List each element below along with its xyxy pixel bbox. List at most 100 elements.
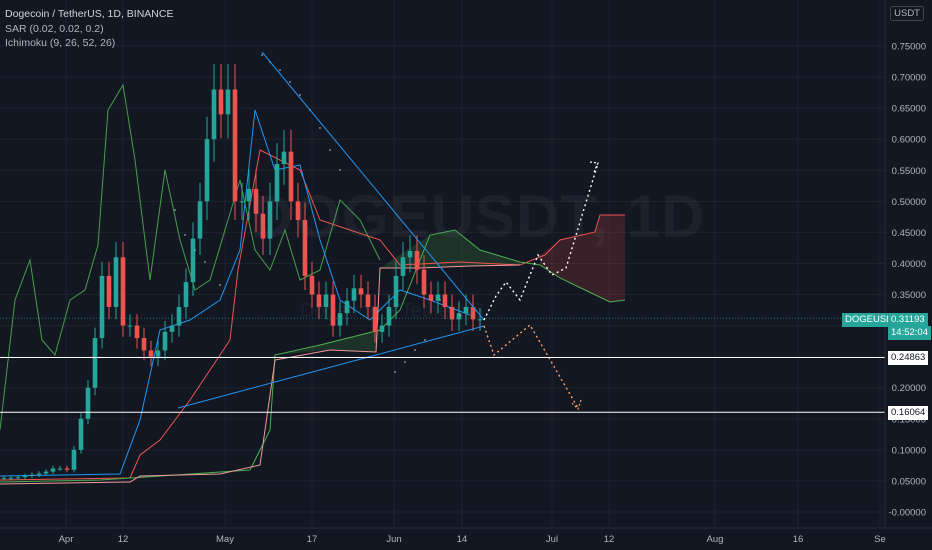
y-tick-label: 0.60000 [892, 135, 926, 146]
cloud-bull-early [275, 330, 380, 355]
candle-body [267, 201, 273, 239]
candle-body [155, 350, 161, 357]
legend-ichimoku[interactable]: Ichimoku (9, 26, 52, 26) [5, 37, 116, 49]
candle-body [43, 471, 49, 474]
time-axis-bg [0, 528, 932, 550]
candle-body [442, 294, 448, 307]
candle-body [274, 164, 280, 202]
candle-body [183, 282, 189, 307]
level-badge-1: 0.24863 [888, 351, 929, 365]
candle-body [330, 294, 336, 326]
y-tick-label: 0.70000 [892, 73, 926, 84]
candle-body [141, 338, 147, 351]
x-tick-label: 17 [307, 534, 318, 545]
y-tick-label: 0.75000 [892, 42, 926, 53]
y-tick-label: 0.05000 [892, 476, 926, 487]
candle-body [393, 275, 399, 307]
base-line [0, 149, 625, 481]
candle-body [358, 288, 364, 295]
legend-sar[interactable]: SAR (0.02, 0.02, 0.2) [5, 22, 104, 35]
candle-body [344, 300, 350, 314]
candle-body [309, 275, 315, 295]
candle-body [85, 387, 91, 419]
sar-dot [439, 299, 441, 301]
candle-body [92, 338, 98, 388]
bullish-projection [483, 162, 599, 321]
symbol-watermark: DOGEUSDT, 1D [250, 183, 706, 250]
candle-body [134, 325, 140, 339]
sar-dot [394, 371, 396, 373]
candle-body [211, 89, 217, 140]
legend-title[interactable]: Dogecoin / TetherUS, 1D, BINANCE [5, 8, 174, 20]
level-badge-2: 0.16064 [888, 406, 929, 420]
candle-body [218, 89, 224, 115]
candle-body [71, 449, 77, 470]
candle-body [351, 288, 357, 301]
candle-body [316, 294, 322, 307]
candle-body [1, 477, 7, 479]
candle-body [106, 275, 112, 307]
y-tick-label: 0.10000 [892, 445, 926, 456]
bearish-projection [483, 323, 579, 409]
candle-body [190, 238, 196, 283]
y-tick-label: 0.65000 [892, 104, 926, 115]
sar-dot [289, 81, 291, 83]
candle-body [8, 477, 14, 479]
lagging-span-line [0, 83, 381, 431]
candle-body [477, 319, 483, 321]
candle-body [295, 201, 301, 220]
candle-body [456, 313, 462, 320]
sar-dot [319, 127, 321, 129]
candle-body [225, 89, 231, 115]
candle-body [337, 313, 343, 326]
sar-dot [329, 149, 331, 151]
x-tick-label: May [216, 534, 234, 545]
candle-body [302, 219, 308, 276]
sar-dot [339, 169, 341, 171]
sar-dot [459, 314, 461, 316]
y-tick-label: 0.40000 [892, 259, 926, 270]
candle-body [169, 325, 175, 332]
candle-body [463, 306, 469, 314]
candle-body [246, 188, 252, 202]
x-tick-label: Apr [59, 534, 74, 545]
candle-body [414, 251, 420, 270]
candle-body [386, 306, 392, 326]
candle-body [99, 275, 105, 339]
candle-body [78, 418, 84, 450]
candle-body [470, 306, 476, 320]
candle-body [64, 468, 70, 470]
price-axis[interactable]: 0.75000 0.70000 0.65000 0.60000 0.55000 0.500… [884, 0, 932, 528]
x-tick-label: 12 [604, 534, 615, 545]
bearish-arrowhead [571, 399, 582, 411]
candle-body [162, 331, 168, 351]
candle-body [148, 350, 154, 357]
candle-body [232, 89, 238, 202]
sar-dot [184, 234, 186, 236]
candle-body [253, 188, 259, 214]
x-tick-label: Jul [546, 534, 558, 545]
candle-body [288, 151, 294, 202]
time-axis[interactable]: Apr 12 May 17 Jun 14 Jul 12 Aug 16 Se [0, 527, 932, 550]
sar-dot [279, 69, 281, 71]
candle-body [239, 201, 245, 203]
sar-dot [261, 54, 263, 56]
y-tick-label: 0.35000 [892, 290, 926, 301]
candle-body [197, 201, 203, 239]
y-tick-label: 0.55000 [892, 166, 926, 177]
descending-trendline [261, 51, 485, 321]
y-tick-label: 0.50000 [892, 197, 926, 208]
horizontal-levels[interactable] [0, 317, 885, 413]
sar-dot [299, 94, 301, 96]
sar-dot [174, 209, 176, 211]
ascending-trendline [177, 325, 485, 409]
currency-button[interactable]: USDT [890, 6, 924, 21]
y-tick-label: -0.00000 [888, 508, 926, 519]
sar-dot [219, 284, 221, 286]
candle-body [421, 269, 427, 295]
symbol-watermark-sub: Dogecoin / TetherUS [300, 300, 485, 322]
candle-body [428, 294, 434, 301]
candle-body [400, 257, 406, 276]
candle-body [127, 325, 133, 327]
